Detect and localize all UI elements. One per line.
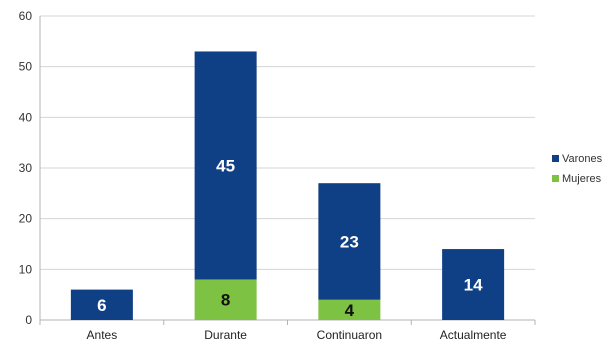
data-label-mujeres-continuaron: 4 [345,301,355,320]
data-label-varones-antes: 6 [97,296,106,315]
bar-varones-continuaron [318,183,381,300]
bar-varones-durante [194,51,257,280]
bars [70,51,505,320]
x-tick-label: Continuaron [317,328,382,342]
bar-varones-actualmente [442,249,505,320]
y-tick-label: 30 [19,161,33,175]
data-label-varones-actualmente: 14 [464,276,483,295]
data-label-varones-continuaron: 23 [340,232,359,251]
x-tick-label: Antes [87,328,118,342]
bar-mujeres-durante [194,279,257,320]
y-tick-label: 10 [19,262,33,276]
axes: 0 10 20 30 40 50 60 Antes Durante Continuaron Actu… [19,9,536,342]
y-tick-label: 60 [19,9,33,23]
y-tick-label: 50 [19,60,33,74]
grid-lines [40,15,535,321]
legend-label-mujeres: Mujeres [562,173,602,185]
legend-swatch-mujeres [552,175,559,182]
bar-varones-antes [70,289,133,320]
legend-label-varones: Varones [562,153,603,165]
y-tick-label: 40 [19,110,33,124]
y-tick-label: 20 [19,212,33,226]
legend-swatch-varones [552,155,559,162]
x-tick-label: Actualmente [440,328,507,342]
bar-mujeres-continuaron [318,299,381,320]
data-label-mujeres-durante: 8 [221,291,230,310]
data-label-varones-durante: 45 [216,156,235,175]
legend: Varones Mujeres [552,153,603,185]
data-labels: 6 8 45 4 23 14 [97,156,483,319]
x-tick-label: Durante [204,328,247,342]
y-tick-label: 0 [25,313,32,327]
